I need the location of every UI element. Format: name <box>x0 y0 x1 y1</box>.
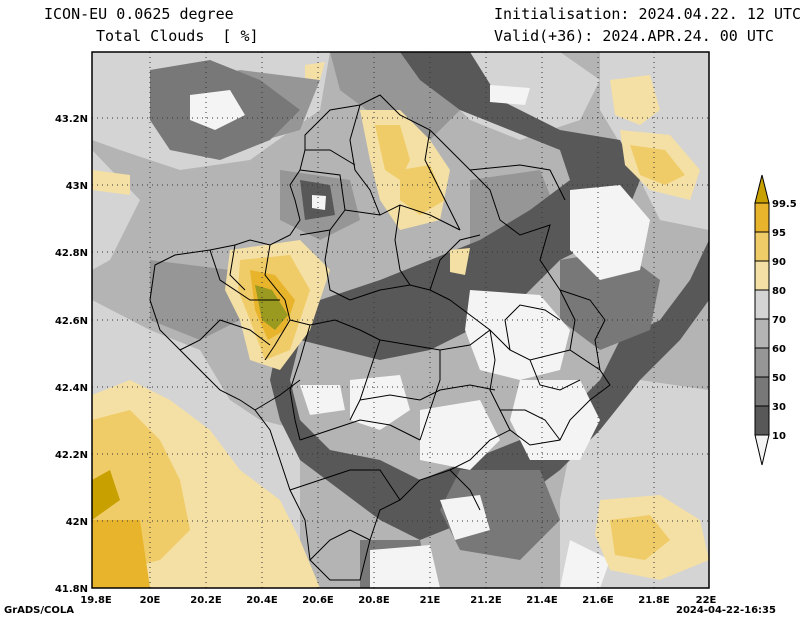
lon-label: 20.2E <box>190 595 222 606</box>
init-time: Initialisation: 2024.04.22. 12 UTC <box>494 5 800 23</box>
lon-label: 20.6E <box>302 595 334 606</box>
legend-label: 99.5 <box>772 199 797 210</box>
color-legend: 99.5 95 90 80 70 60 50 30 10 <box>754 174 797 466</box>
lon-label: 20E <box>140 595 161 606</box>
lat-label: 42.4N <box>55 383 88 394</box>
legend-label: 10 <box>772 431 786 442</box>
lat-label: 42.2N <box>55 450 88 461</box>
credit-label: GrADS/COLA <box>4 605 74 616</box>
lon-label: 21E <box>420 595 441 606</box>
lon-label: 21.2E <box>470 595 502 606</box>
lat-label: 43.2N <box>55 114 88 125</box>
lat-label: 42.8N <box>55 248 88 259</box>
legend-label: 30 <box>772 402 786 413</box>
boundaries <box>149 94 611 581</box>
legend-swatch <box>754 318 770 349</box>
legend-cap-bottom <box>754 434 770 466</box>
legend-label: 50 <box>772 373 786 384</box>
legend-cap-top <box>754 174 770 204</box>
legend-label: 60 <box>772 344 786 355</box>
lon-label: 21.6E <box>582 595 614 606</box>
legend-swatch <box>754 405 770 436</box>
lon-label: 21.4E <box>526 595 558 606</box>
legend-swatch <box>754 376 770 407</box>
legend-swatch <box>754 231 770 262</box>
lon-label: 20.4E <box>246 595 278 606</box>
lat-label: 42.6N <box>55 316 88 327</box>
cloud-field <box>92 52 709 588</box>
lon-label: 21.8E <box>638 595 670 606</box>
map-frame <box>91 51 710 589</box>
legend-swatch <box>754 260 770 291</box>
lat-label: 42N <box>66 517 88 528</box>
legend-swatch <box>754 289 770 320</box>
lat-axis: 43.2N 43N 42.8N 42.6N 42.4N 42.2N 42N 41… <box>55 114 88 595</box>
lat-label: 43N <box>66 181 88 192</box>
lon-label: 22E <box>696 595 717 606</box>
lon-axis: 19.8E 20E 20.2E 20.4E 20.6E 20.8E 21E 21… <box>80 595 716 606</box>
legend-swatch <box>754 202 770 233</box>
lon-label: 19.8E <box>80 595 112 606</box>
legend-label: 80 <box>772 286 786 297</box>
valid-time: Valid(+36): 2024.APR.24. 00 UTC <box>494 27 774 45</box>
lat-label: 41.8N <box>55 584 88 595</box>
legend-label: 90 <box>772 257 786 268</box>
legend-label: 70 <box>772 315 786 326</box>
legend-label: 95 <box>772 228 786 239</box>
lon-label: 20.8E <box>358 595 390 606</box>
variable-title: Total Clouds [ %] <box>96 27 259 45</box>
timestamp-label: 2024-04-22-16:35 <box>676 605 776 616</box>
legend-swatch <box>754 347 770 378</box>
model-title: ICON-EU 0.0625 degree <box>44 5 234 23</box>
